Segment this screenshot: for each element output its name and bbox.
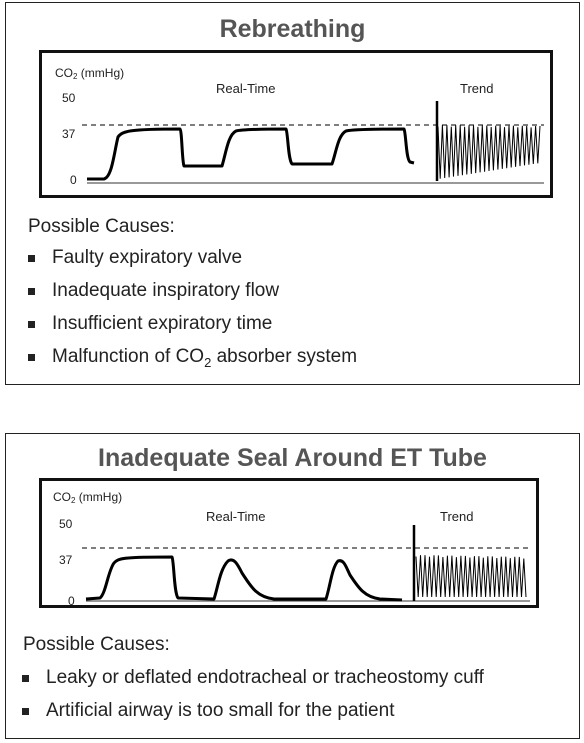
capnogram-box: CO2 (mmHg) Real-Time Trend 50 37 0: [39, 50, 553, 198]
bullet-icon: [28, 354, 35, 361]
trend-trace: [415, 555, 527, 598]
cause-item: Artificial airway is too small for the p…: [20, 700, 484, 733]
trend-waveform: [415, 555, 527, 598]
cause-item: Faulty expiratory valve: [26, 247, 357, 280]
trend-label: Trend: [460, 81, 493, 96]
capnogram-box: CO2 (mmHg) Real-Time Trend 50 37 0: [39, 478, 539, 608]
y-tick-label: 0: [68, 594, 75, 605]
y-tick-label: 50: [62, 91, 76, 105]
panel-title: Rebreathing: [219, 15, 366, 43]
panel-title: Inadequate Seal Around ET Tube: [98, 444, 487, 472]
rebreathing-panel: Rebreathing CO2 (mmHg) Real-Time Trend 5…: [5, 2, 580, 385]
causes-list: Faulty expiratory valve Inadequate inspi…: [26, 247, 357, 379]
trend-label: Trend: [440, 509, 473, 524]
cause-item: Malfunction of CO2 absorber system: [26, 346, 357, 379]
et-tube-leak-panel: Inadequate Seal Around ET Tube CO2 (mmHg…: [5, 433, 580, 739]
bullet-icon: [28, 321, 35, 328]
cause-item: Leaky or deflated endotracheal or trache…: [20, 667, 484, 700]
y-axis-label: CO2 (mmHg): [53, 490, 122, 505]
realtime-label: Real-Time: [216, 81, 275, 96]
realtime-waveform: [85, 555, 403, 602]
bullet-icon: [22, 675, 29, 682]
y-tick-label: 50: [59, 517, 73, 531]
trend-trace: [437, 124, 541, 179]
capnogram: CO2 (mmHg) Real-Time Trend 50 37 0: [53, 490, 530, 605]
causes-heading: Possible Causes:: [28, 216, 175, 237]
causes-list: Leaky or deflated endotracheal or trache…: [20, 667, 484, 733]
bullet-icon: [28, 288, 35, 295]
y-tick-label: 37: [62, 127, 76, 141]
cause-item: Insufficient expiratory time: [26, 313, 357, 346]
realtime-waveform: [87, 127, 415, 181]
bullet-icon: [28, 255, 35, 262]
trend-waveform: [437, 124, 541, 179]
cause-item: Inadequate inspiratory flow: [26, 280, 357, 313]
bullet-icon: [22, 708, 29, 715]
capnogram: CO2 (mmHg) Real-Time Trend 50 37 0: [55, 66, 544, 187]
y-tick-label: 0: [70, 173, 77, 187]
y-tick-label: 37: [59, 553, 73, 567]
causes-heading: Possible Causes:: [23, 634, 170, 655]
y-axis-label: CO2 (mmHg): [55, 66, 124, 81]
realtime-label: Real-Time: [206, 509, 265, 524]
